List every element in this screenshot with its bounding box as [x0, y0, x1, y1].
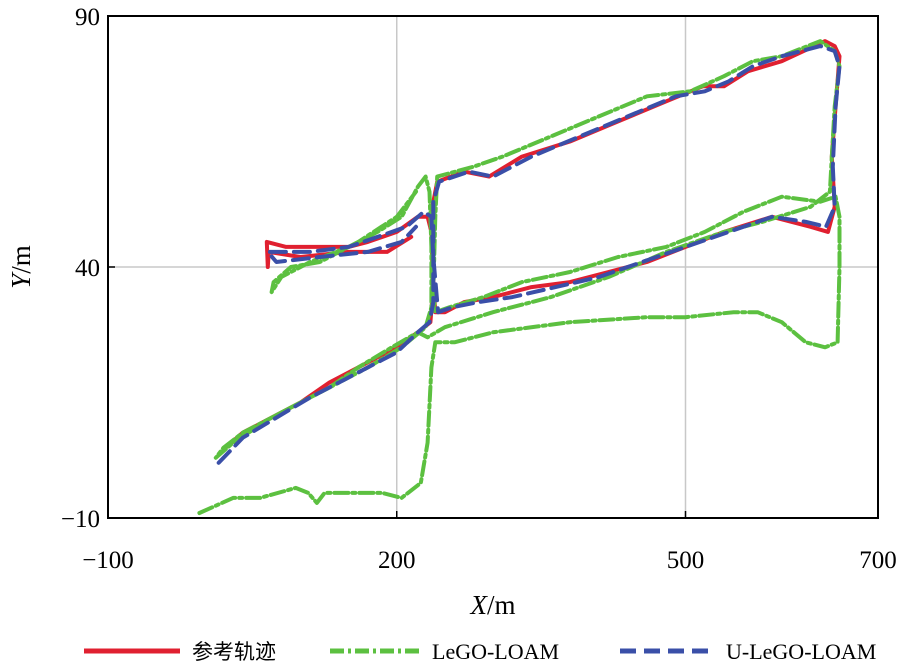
legend: 参考轨迹 LeGO-LOAM U-LeGO-LOAM [84, 639, 876, 664]
legend-label-0: 参考轨迹 [192, 640, 276, 664]
x-tick-label: −100 [82, 547, 134, 574]
axis-ticks: −100 200 500 700 −10 40 90 [61, 4, 897, 574]
x-tick-label: 200 [378, 547, 416, 574]
y-tick-label: 40 [75, 255, 100, 282]
series-line-2 [216, 44, 842, 465]
series-layer [197, 39, 842, 515]
y-axis-label: Y/m [6, 245, 36, 289]
legend-label-2: U-LeGO-LOAM [726, 639, 876, 664]
x-tick-label: 700 [859, 547, 897, 574]
series-line-1 [197, 39, 842, 515]
grid-lines [108, 16, 878, 518]
x-tick-label: 500 [667, 547, 705, 574]
legend-label-1: LeGO-LOAM [432, 639, 559, 664]
y-tick-label: −10 [61, 506, 100, 533]
y-tick-label: 90 [75, 4, 100, 31]
x-axis-label: X/m [469, 590, 515, 620]
series-line-0 [223, 39, 842, 450]
